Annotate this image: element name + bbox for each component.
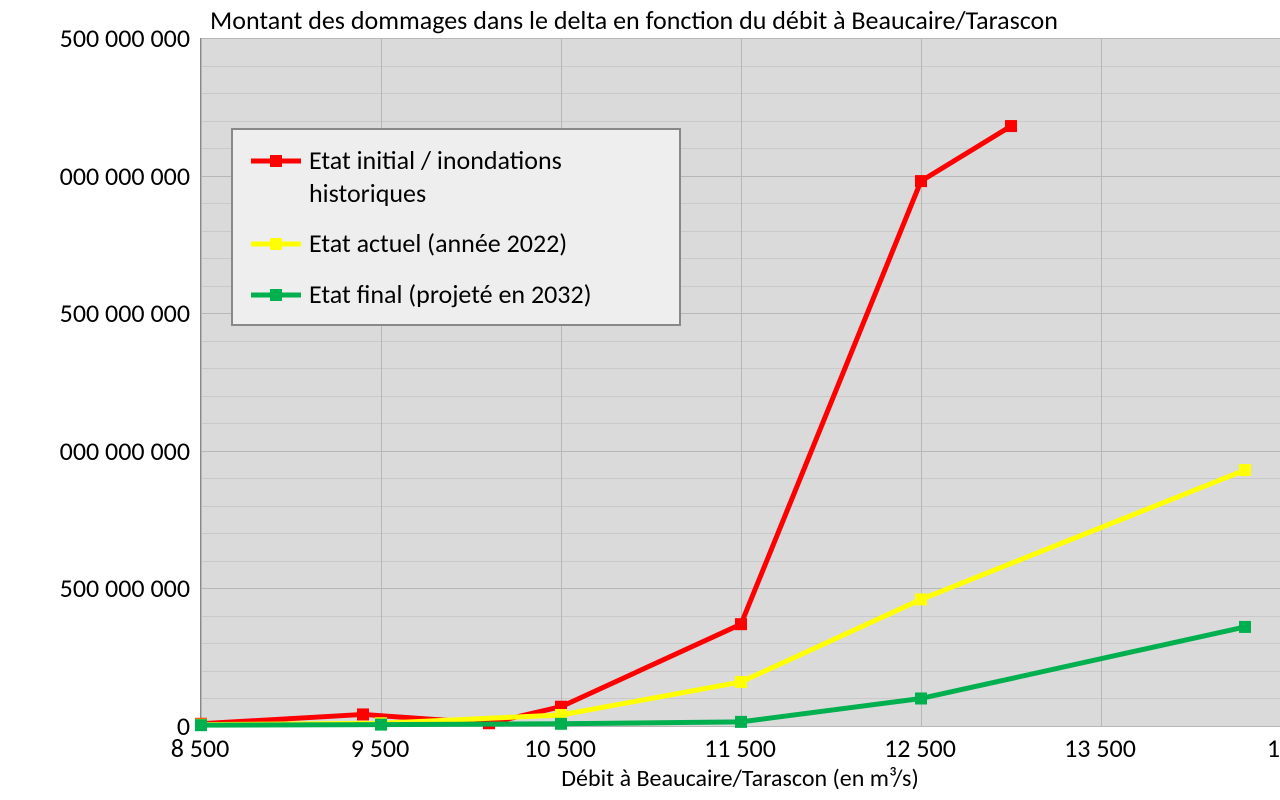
series-marker-final — [735, 716, 747, 728]
legend-item-actuel: Etat actuel (année 2022) — [251, 227, 661, 260]
legend-label-initial: Etat initial / inondations historiques — [309, 144, 661, 209]
legend-swatch-actuel — [251, 231, 301, 257]
series-line-actuel — [201, 470, 1245, 725]
series-marker-actuel — [915, 593, 927, 605]
y-tick-label: 000 000 000 — [0, 160, 190, 192]
legend-label-final: Etat final (projeté en 2032) — [309, 278, 592, 311]
series-marker-initial — [1005, 120, 1017, 132]
damage-chart: Montant des dommages dans le delta en fo… — [0, 0, 1280, 800]
series-marker-final — [375, 719, 387, 731]
x-tick-label: 10 500 — [500, 732, 620, 764]
x-tick-label: 12 500 — [860, 732, 980, 764]
series-marker-initial — [735, 618, 747, 630]
chart-title: Montant des dommages dans le delta en fo… — [210, 4, 1280, 36]
series-marker-final — [555, 718, 567, 730]
x-tick-label: 8 500 — [140, 732, 260, 764]
series-marker-initial — [357, 708, 369, 720]
x-tick-label: 13 500 — [1040, 732, 1160, 764]
series-marker-final — [1239, 621, 1251, 633]
legend-item-initial: Etat initial / inondations historiques — [251, 144, 661, 209]
y-tick-label: 000 000 000 — [0, 435, 190, 467]
x-tick-label: 14 — [1220, 732, 1280, 764]
series-marker-final — [915, 692, 927, 704]
series-marker-initial — [915, 175, 927, 187]
legend-swatch-final — [251, 282, 301, 308]
series-marker-final — [195, 719, 207, 731]
series-marker-actuel — [735, 676, 747, 688]
y-tick-label: 500 000 000 — [0, 22, 190, 54]
legend-swatch-initial — [251, 148, 301, 174]
legend-item-final: Etat final (projeté en 2032) — [251, 278, 661, 311]
y-tick-label: 500 000 000 — [0, 297, 190, 329]
legend: Etat initial / inondations historiques Et… — [231, 128, 681, 326]
series-marker-actuel — [1239, 464, 1251, 476]
legend-label-actuel: Etat actuel (année 2022) — [309, 227, 567, 260]
x-tick-label: 9 500 — [320, 732, 440, 764]
x-axis-label: Débit à Beaucaire/Tarascon (en m³/s) — [200, 764, 1280, 793]
x-tick-label: 11 500 — [680, 732, 800, 764]
y-tick-label: 500 000 000 — [0, 572, 190, 604]
plot-area: Etat initial / inondations historiques Et… — [200, 38, 1280, 727]
